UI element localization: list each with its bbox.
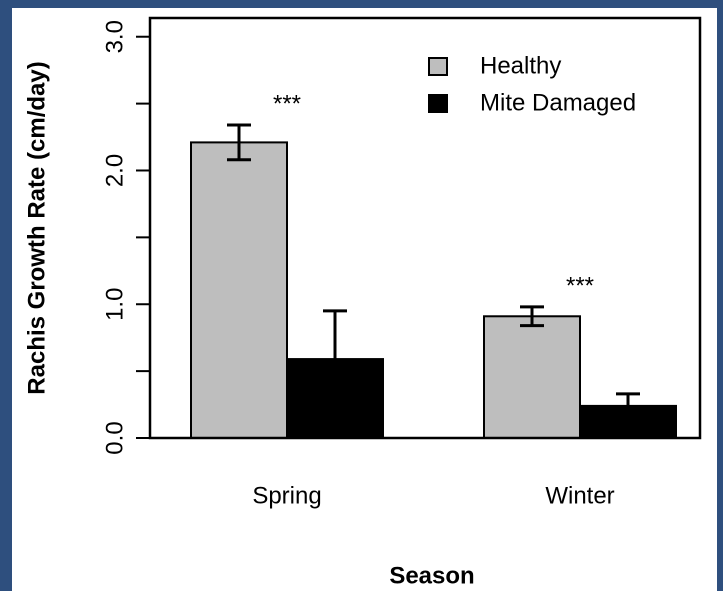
bar <box>190 141 288 439</box>
plot-frame <box>148 16 702 440</box>
error-bar <box>520 305 544 328</box>
x-axis-title: Season <box>389 562 474 589</box>
y-axis-title: Rachis Growth Rate (cm/day) <box>23 61 50 394</box>
legend-label: Mite Damaged <box>480 89 636 116</box>
annotation: *** <box>273 90 301 117</box>
error-bar <box>323 309 347 409</box>
plot-background <box>12 8 717 591</box>
x-tick-label: Spring <box>252 482 321 509</box>
error-bar <box>616 392 640 420</box>
bar <box>483 315 581 439</box>
y-tick-label: 1.0 <box>101 288 128 321</box>
legend-swatch <box>428 94 448 113</box>
y-tick-label: 3.0 <box>101 20 128 53</box>
annotation: *** <box>566 272 594 299</box>
y-tick-label: 2.0 <box>101 154 128 187</box>
x-tick-label: Winter <box>545 482 614 509</box>
legend-label: Healthy <box>480 52 561 79</box>
y-tick-label: 0.0 <box>101 421 128 454</box>
error-bar <box>227 123 251 162</box>
legend-swatch <box>428 57 448 76</box>
